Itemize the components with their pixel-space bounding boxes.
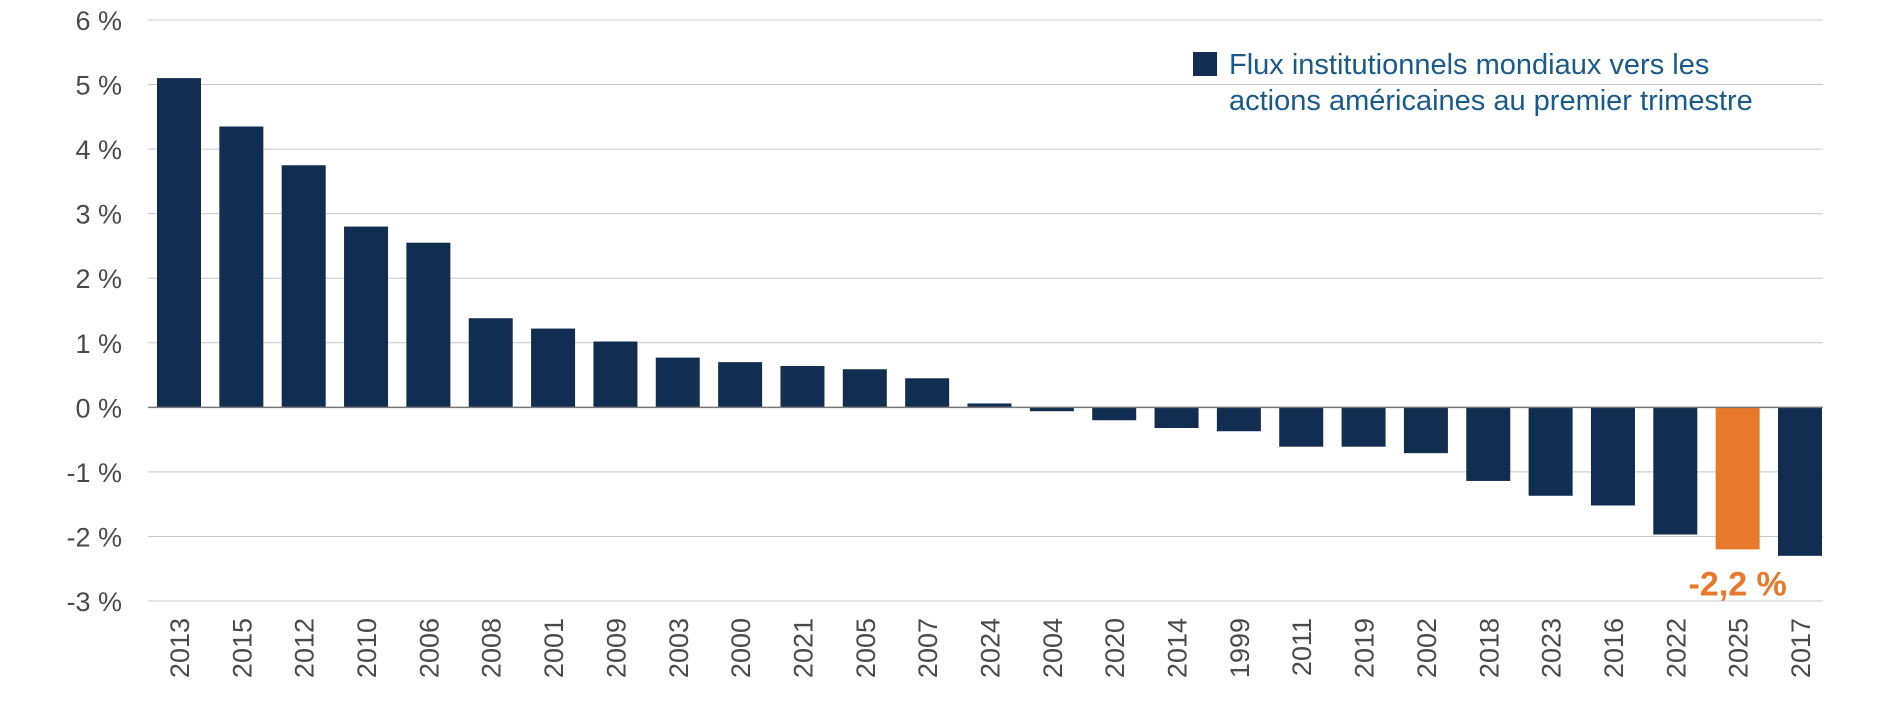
y-tick-label: 5 % — [75, 71, 122, 101]
bar-2013 — [157, 78, 201, 408]
y-tick-label: -1 % — [66, 458, 122, 488]
bar-2016 — [1590, 407, 1635, 506]
x-tick-label: 2006 — [414, 618, 444, 678]
bar-2022 — [1653, 407, 1698, 535]
x-tick-label: 2013 — [165, 618, 195, 678]
y-tick-label: 6 % — [75, 6, 122, 36]
x-tick-label: 2014 — [1163, 618, 1193, 678]
bar-2014 — [1154, 407, 1199, 428]
x-tick-label: 2023 — [1537, 618, 1567, 678]
bar-2003 — [655, 357, 700, 408]
x-tick-label: 2009 — [601, 618, 631, 678]
y-axis-ticks: 6 % 5 % 4 % 3 % 2 % 1 % 0 % -1 % -2 % -3 % — [66, 6, 122, 617]
x-tick-label: 2020 — [1100, 618, 1130, 678]
x-tick-label: 2008 — [477, 618, 507, 678]
x-axis-ticks: 2013 2015 2012 2010 2006 2008 2001 2009 2003 2000… — [165, 618, 1816, 678]
bars — [157, 78, 1822, 556]
bar-2011 — [1279, 407, 1324, 447]
x-tick-label: 1999 — [1225, 618, 1255, 678]
x-tick-label: 2003 — [664, 618, 694, 678]
y-tick-label: 4 % — [75, 135, 122, 165]
x-tick-label: 2015 — [227, 618, 257, 678]
bar-2018 — [1466, 407, 1511, 481]
bar-2023 — [1528, 407, 1573, 496]
x-tick-label: 2004 — [1038, 618, 1068, 678]
y-tick-label: -2 % — [66, 522, 122, 552]
bar-2006 — [406, 242, 451, 408]
bar-2010 — [344, 226, 389, 408]
bar-2007 — [905, 378, 950, 408]
bar-2008 — [468, 318, 513, 408]
y-tick-label: -3 % — [66, 587, 122, 617]
bar-2005 — [842, 369, 887, 408]
x-tick-label: 2012 — [290, 618, 320, 678]
x-tick-label: 2022 — [1661, 618, 1691, 678]
y-tick-label: 3 % — [75, 200, 122, 230]
x-tick-label: 2001 — [539, 618, 569, 678]
bar-2002 — [1403, 407, 1448, 454]
bar-2017 — [1778, 407, 1822, 556]
bar-2019 — [1341, 407, 1386, 447]
bar-2000 — [718, 362, 763, 408]
x-tick-label: 2019 — [1350, 618, 1380, 678]
x-tick-label: 2002 — [1412, 618, 1442, 678]
legend-label-line-1: Flux institutionnels mondiaux vers les — [1229, 49, 1709, 81]
x-tick-label: 2000 — [726, 618, 756, 678]
bar-1999 — [1216, 407, 1261, 432]
x-tick-label: 2007 — [913, 618, 943, 678]
bar-2024 — [967, 403, 1012, 408]
y-tick-label: 1 % — [75, 329, 122, 359]
x-tick-label: 2010 — [352, 618, 382, 678]
bar-2025 — [1715, 407, 1760, 550]
bar-2012 — [281, 165, 326, 408]
x-tick-label: 2017 — [1786, 618, 1816, 678]
bar-2020 — [1092, 407, 1137, 421]
x-tick-label: 2024 — [976, 618, 1006, 678]
bar-annotation-2025: -2,2 % — [1689, 565, 1787, 603]
x-tick-label: 2011 — [1287, 618, 1317, 676]
x-tick-label: 2016 — [1599, 618, 1629, 678]
x-tick-label: 2021 — [788, 618, 818, 678]
y-tick-label: 0 % — [75, 393, 122, 423]
legend-label-line-2: actions américaines au premier trimestre — [1229, 85, 1753, 117]
y-tick-label: 2 % — [75, 264, 122, 294]
bar-2009 — [593, 341, 638, 408]
legend-swatch — [1193, 52, 1217, 76]
bar-2004 — [1029, 407, 1074, 412]
bar-2015 — [219, 126, 264, 408]
bar-2001 — [531, 328, 576, 408]
legend: Flux institutionnels mondiaux vers les a… — [1193, 49, 1753, 117]
x-tick-label: 2005 — [851, 618, 881, 678]
x-tick-label: 2018 — [1474, 618, 1504, 678]
bar-2021 — [780, 366, 825, 408]
x-tick-label: 2025 — [1724, 618, 1754, 678]
